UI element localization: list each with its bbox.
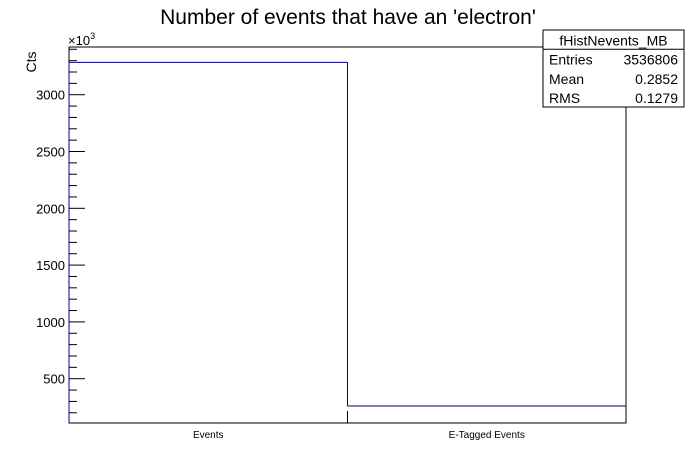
stats-row-value: 0.1279 xyxy=(635,90,678,106)
y-multiplier-base: ×10 xyxy=(68,33,90,48)
y-tick-label: 2000 xyxy=(36,201,65,216)
chart-title: Number of events that have an 'electron' xyxy=(160,6,536,29)
stats-row-value: 3536806 xyxy=(623,52,678,68)
y-axis-label: Cts xyxy=(23,52,39,73)
stats-box-frame xyxy=(542,29,685,108)
histogram-bars xyxy=(68,61,626,423)
y-tick-label: 1000 xyxy=(36,315,65,330)
x-axis-ticks: Events E-Tagged Events xyxy=(193,411,525,441)
y-multiplier-exponent: 3 xyxy=(90,31,95,41)
y-tick-label: 500 xyxy=(43,372,65,387)
x-category-label: Events xyxy=(193,430,224,441)
x-category-label: E-Tagged Events xyxy=(449,430,525,441)
stats-row-label: RMS xyxy=(549,90,580,106)
stats-row-label: Mean xyxy=(549,71,584,87)
stats-box-name: fHistNevents_MB xyxy=(559,32,667,48)
y-axis-multiplier: ×103 xyxy=(68,31,95,48)
stats-box: fHistNevents_MB Entries 3536806 Mean 0.2852 R… xyxy=(542,29,685,108)
y-tick-label: 3000 xyxy=(36,88,65,103)
y-tick-label: 1500 xyxy=(36,258,65,273)
y-axis-ticks: 500 1000 1500 2000 2500 3000 xyxy=(36,48,85,414)
y-tick-label: 2500 xyxy=(36,145,65,160)
stats-row-label: Entries xyxy=(549,52,593,68)
stats-row-value: 0.2852 xyxy=(635,71,678,87)
